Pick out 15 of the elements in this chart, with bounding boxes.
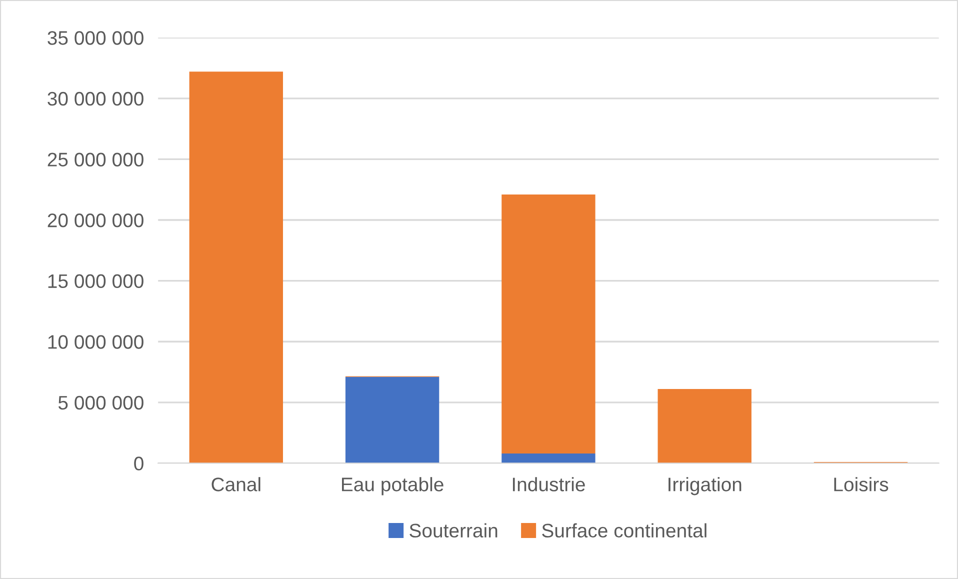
x-tick-label: Industrie	[512, 477, 585, 492]
y-tick-label: 30 000 000	[48, 92, 144, 106]
x-tick-label: Canal	[212, 477, 260, 492]
y-tick-label: 5 000 000	[58, 396, 144, 410]
x-tick-label: Irrigation	[668, 477, 742, 496]
legend-label: Souterrain	[410, 523, 498, 538]
y-tick-label: 15 000 000	[48, 274, 144, 288]
legend-label: Surface continental	[542, 523, 706, 538]
y-tick-label: 10 000 000	[48, 335, 144, 349]
x-tick-label: Loisirs	[834, 477, 888, 492]
y-tick-label: 35 000 000	[48, 31, 144, 45]
x-tick-label: Eau potable	[342, 477, 444, 496]
y-tick-label: 0	[134, 456, 144, 470]
y-tick-label: 25 000 000	[48, 152, 144, 166]
y-tick-label: 20 000 000	[48, 213, 144, 228]
